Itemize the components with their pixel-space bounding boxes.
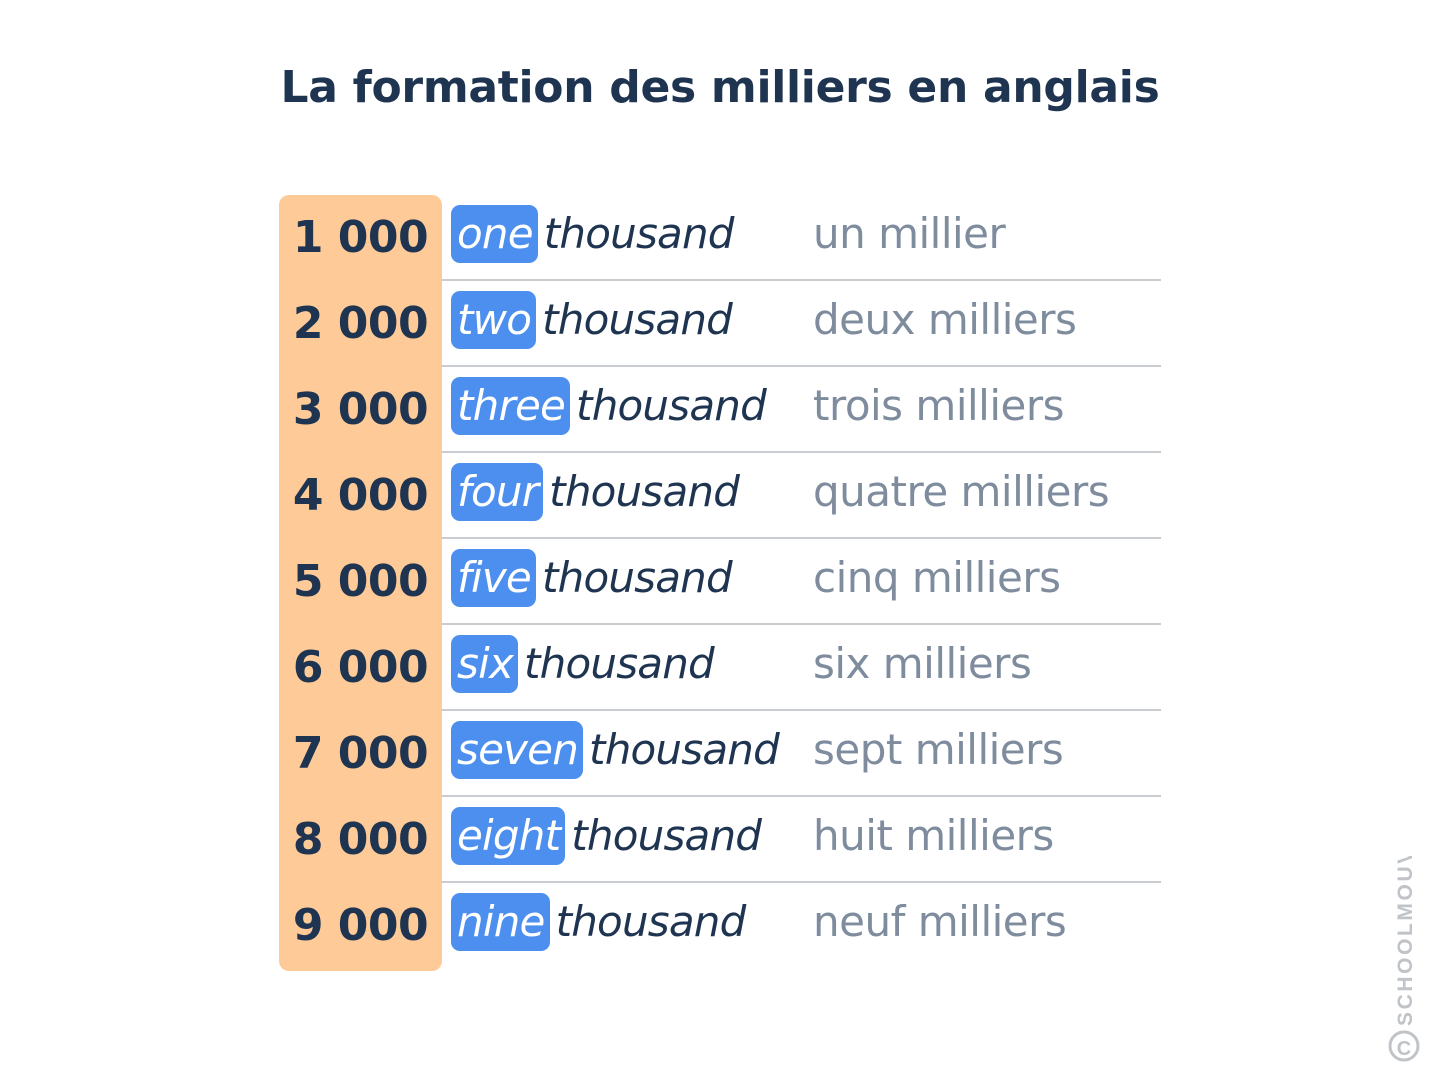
row-divider bbox=[442, 365, 1161, 367]
number-word-highlight: four bbox=[451, 463, 544, 521]
number-value: 1 000 bbox=[292, 212, 429, 263]
row-divider bbox=[442, 451, 1161, 453]
row-divider bbox=[442, 537, 1161, 539]
thousand-word: thousand bbox=[524, 639, 715, 688]
number-word-highlight: five bbox=[451, 549, 536, 607]
english-phrase: one thousand bbox=[451, 205, 734, 263]
row-divider bbox=[442, 279, 1161, 281]
french-translation: cinq milliers bbox=[813, 553, 1061, 602]
number-value: 3 000 bbox=[292, 384, 429, 435]
number-value: 7 000 bbox=[292, 728, 429, 779]
table-row: 3 000 three thousand trois milliers bbox=[279, 367, 1161, 453]
thousands-table: 1 000 one thousand un millier 2 000 two thousa… bbox=[279, 195, 1161, 971]
copyright-letter-icon: C bbox=[1397, 1038, 1411, 1060]
english-phrase: four thousand bbox=[451, 463, 740, 521]
english-phrase: six thousand bbox=[451, 635, 715, 693]
thousand-word: thousand bbox=[555, 897, 747, 946]
english-phrase: nine thousand bbox=[451, 893, 747, 951]
table-row: 4 000 four thousand quatre milliers bbox=[279, 453, 1161, 539]
table-row: 5 000 five thousand cinq milliers bbox=[279, 539, 1161, 625]
english-phrase: two thousand bbox=[451, 291, 733, 349]
table-row: 1 000 one thousand un millier bbox=[279, 195, 1161, 281]
thousand-word: thousand bbox=[589, 725, 780, 774]
number-word-highlight: eight bbox=[451, 807, 566, 865]
french-translation: trois milliers bbox=[813, 381, 1065, 430]
thousand-word: thousand bbox=[571, 811, 762, 860]
thousand-word: thousand bbox=[541, 553, 733, 602]
french-translation: quatre milliers bbox=[813, 467, 1110, 516]
french-translation: neuf milliers bbox=[813, 897, 1067, 946]
french-translation: huit milliers bbox=[813, 811, 1054, 860]
thousand-word: thousand bbox=[542, 295, 733, 344]
french-translation: deux milliers bbox=[813, 295, 1077, 344]
french-translation: sept milliers bbox=[813, 725, 1064, 774]
schoolmouv-watermark: SCHOOLMOUV C bbox=[1388, 856, 1420, 1062]
number-word-highlight: nine bbox=[451, 893, 550, 951]
number-value: 5 000 bbox=[292, 556, 429, 607]
table-row: 9 000 nine thousand neuf milliers bbox=[279, 883, 1161, 969]
watermark-text: SCHOOLMOUV bbox=[1394, 856, 1417, 1026]
english-phrase: eight thousand bbox=[451, 807, 762, 865]
french-translation: un millier bbox=[813, 209, 1006, 258]
english-phrase: three thousand bbox=[451, 377, 767, 435]
number-value: 4 000 bbox=[292, 470, 429, 521]
thousand-word: thousand bbox=[549, 467, 740, 516]
table-row: 8 000 eight thousand huit milliers bbox=[279, 797, 1161, 883]
table-row: 2 000 two thousand deux milliers bbox=[279, 281, 1161, 367]
number-word-highlight: three bbox=[451, 377, 571, 435]
number-value: 8 000 bbox=[292, 814, 429, 865]
thousand-word: thousand bbox=[576, 381, 767, 430]
number-value: 9 000 bbox=[292, 900, 429, 951]
table-row: 6 000 six thousand six milliers bbox=[279, 625, 1161, 711]
english-phrase: five thousand bbox=[451, 549, 733, 607]
row-divider bbox=[442, 623, 1161, 625]
table-row: 7 000 seven thousand sept milliers bbox=[279, 711, 1161, 797]
french-translation: six milliers bbox=[813, 639, 1032, 688]
row-divider bbox=[442, 881, 1161, 883]
number-word-highlight: two bbox=[451, 291, 537, 349]
row-divider bbox=[442, 795, 1161, 797]
page-title: La formation des milliers en anglais bbox=[280, 62, 1160, 113]
row-divider bbox=[442, 709, 1161, 711]
number-column bbox=[279, 195, 442, 971]
number-value: 6 000 bbox=[292, 642, 429, 693]
english-phrase: seven thousand bbox=[451, 721, 780, 779]
copyright-icon bbox=[1388, 1030, 1420, 1062]
number-word-highlight: one bbox=[451, 205, 538, 263]
thousand-word: thousand bbox=[543, 209, 735, 258]
number-word-highlight: six bbox=[451, 635, 519, 693]
number-value: 2 000 bbox=[292, 298, 429, 349]
number-word-highlight: seven bbox=[451, 721, 584, 779]
